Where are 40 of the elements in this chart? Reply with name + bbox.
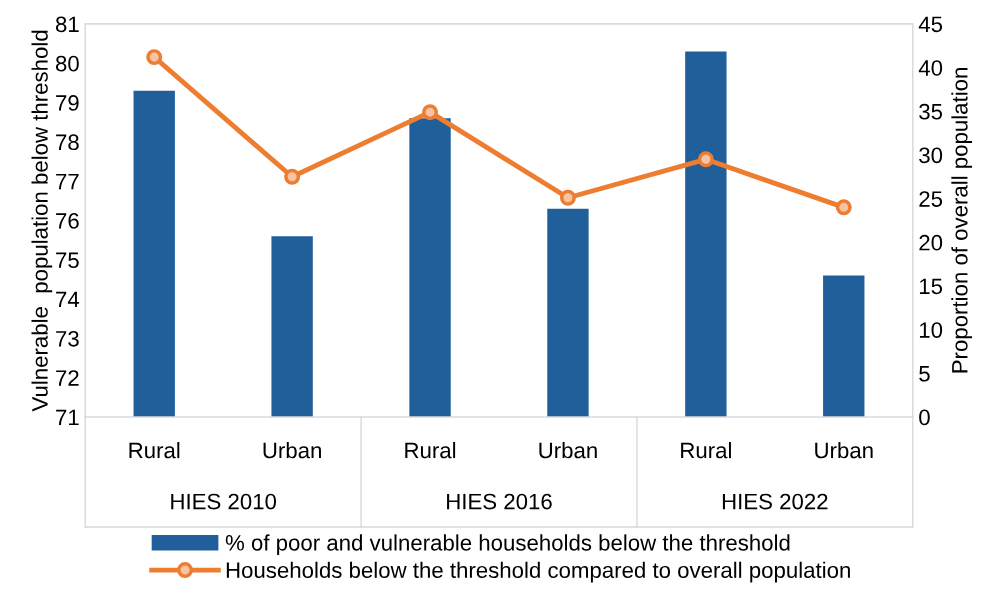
point [559, 189, 576, 206]
legend-label: Households below the threshold compared to overall population [226, 561, 850, 583]
x-tick-label: Rural [405, 442, 456, 459]
y-tick-label: 72 [56, 370, 79, 386]
y2-tick-label: 10 [919, 322, 943, 338]
y-axis-title: Vulnerable population below threshold [31, 30, 53, 412]
y-tick-label: 73 [56, 330, 79, 347]
x-tick-label: Urban [815, 442, 873, 459]
point [146, 49, 163, 66]
y2-tick-label: 5 [919, 366, 930, 382]
y2-tick-label: 30 [919, 147, 943, 164]
y2-axis-title: Proportion of overall population [951, 68, 973, 373]
text: HIES 2022 [722, 493, 828, 510]
point [835, 199, 852, 216]
y-tick-label: 74 [56, 291, 80, 308]
text: HIES 2016 [447, 493, 552, 510]
y2-tick-label: 25 [919, 191, 943, 207]
x-tick-label: Rural [681, 442, 731, 459]
y-tick-label: 80 [55, 55, 79, 72]
x-tick-label: Urban [263, 442, 321, 459]
y2-tick-label: 0 [919, 409, 930, 426]
x-tick-label: Urban [539, 442, 597, 459]
y2-tick-label: 40 [918, 60, 943, 76]
point [697, 151, 714, 168]
point [284, 168, 301, 185]
legend-label: % of poor and vulnerable households below the threshold [225, 534, 790, 556]
y-tick-label: 79 [56, 95, 79, 111]
y-tick-label: 75 [56, 252, 79, 269]
y2-tick-label: 15 [919, 278, 943, 295]
y-tick-label: 78 [56, 134, 79, 151]
y-tick-label: 81 [55, 16, 79, 33]
y-tick-label: 77 [56, 173, 79, 190]
y2-tick-label: 35 [919, 103, 943, 120]
y2-tick-label: 20 [919, 234, 943, 251]
y2-tick-label: 45 [918, 16, 943, 33]
y-tick-label: 76 [56, 212, 79, 229]
point [422, 104, 439, 121]
text: HIES 2010 [171, 493, 277, 510]
x-tick-label: Rural [129, 442, 180, 459]
y-tick-label: 71 [56, 409, 79, 426]
